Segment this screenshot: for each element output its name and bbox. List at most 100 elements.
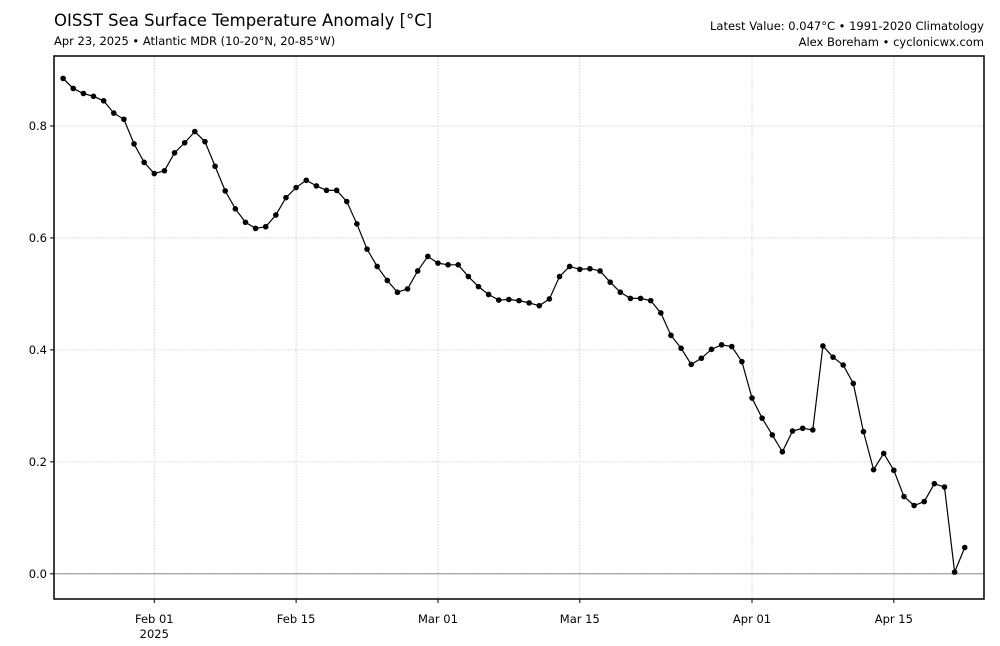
data-point [891,467,897,474]
data-point [141,159,147,166]
y-tick-label: 0.4 [29,343,47,357]
x-tick-year-label: 2025 [140,627,169,641]
data-point [769,432,776,438]
data-point [607,279,613,285]
data-point [576,266,583,273]
data-point [668,332,674,339]
y-tick-label: 0.0 [29,567,47,581]
data-point [789,428,796,434]
latest-value-info: Latest Value: 0.047°C • 1991-2020 Climat… [710,19,984,33]
data-point [556,273,563,280]
data-point [739,358,745,365]
data-point [465,273,472,280]
data-point [343,198,350,205]
data-point [759,415,765,421]
x-tick-label: Mar 01 [418,612,458,626]
data-point [100,97,107,104]
author-credit: Alex Boreham • cyclonicwx.com [798,35,984,49]
data-point [809,427,816,433]
data-point [627,295,634,302]
data-point [506,296,512,303]
data-point [850,380,857,387]
data-point [80,90,87,97]
data-point [161,167,168,174]
data-point [688,361,695,368]
data-point [303,177,310,184]
data-point [708,346,715,353]
data-point [516,297,522,304]
data-point [860,428,867,435]
data-point [941,484,948,490]
data-point [658,310,664,316]
data-point [192,128,198,135]
y-tick-label: 0.2 [29,455,47,469]
data-point [830,354,836,360]
data-points [60,75,968,575]
x-tick-label: Feb 01 [135,612,174,626]
data-point [728,343,735,350]
data-point [526,300,532,306]
series-line [62,77,966,575]
data-point [131,141,137,147]
data-point [647,297,654,304]
data-point [931,480,938,487]
data-point [951,569,958,575]
data-point [242,219,249,226]
data-point [921,498,928,505]
data-point [435,260,441,266]
data-point [961,544,968,551]
data-point [374,263,380,270]
data-point [475,283,482,290]
data-point [171,150,178,156]
data-point [273,212,279,218]
data-point [252,225,259,232]
data-point [333,187,340,194]
x-tick-label: Apr 01 [733,612,771,626]
data-point [384,277,391,284]
data-point [617,289,624,296]
data-point [293,184,299,191]
data-point [60,75,66,82]
data-point [637,295,644,302]
data-point [323,187,330,194]
x-tick-label: Apr 15 [875,612,913,626]
data-point [404,286,411,292]
data-point [546,296,553,302]
chart-title: OISST Sea Surface Temperature Anomaly [°… [54,11,433,30]
x-tick-label: Mar 15 [560,612,600,626]
data-point [394,289,401,296]
data-point [202,138,208,145]
data-point [718,342,725,348]
data-point [587,265,593,272]
data-point [880,450,887,457]
data-point [70,85,77,92]
data-point [799,425,806,432]
data-point [313,183,320,189]
data-point [749,395,755,401]
data-point [678,345,684,352]
data-point [901,493,907,500]
y-tick-label: 0.8 [29,119,47,133]
data-point [262,223,269,230]
gridlines [54,56,984,599]
x-tick-label: Feb 15 [277,612,316,626]
data-point [779,448,786,455]
data-point [698,355,705,362]
data-point [151,170,158,177]
data-point [283,194,289,201]
data-point [121,116,127,123]
data-point [911,502,917,509]
data-point [425,253,431,260]
data-point [870,466,877,473]
data-point [222,188,229,194]
data-point [455,262,462,268]
data-point [354,221,360,227]
plot-frame [53,55,985,600]
data-point [445,262,451,268]
chart-subtitle: Apr 23, 2025 • Atlantic MDR (10-20°N, 20… [54,34,336,48]
data-point [840,362,846,368]
data-point [495,297,502,303]
data-point [485,291,492,298]
